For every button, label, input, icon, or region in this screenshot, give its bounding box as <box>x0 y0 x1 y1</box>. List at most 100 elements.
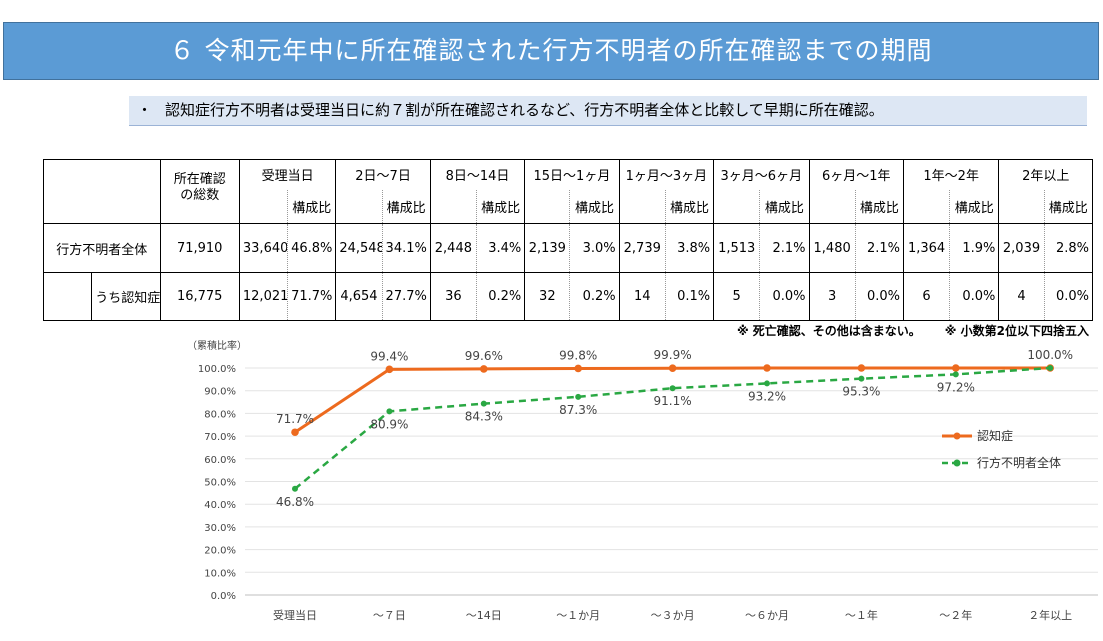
summary-bullet: ・ <box>137 101 153 119</box>
count-cell: 12,021 <box>238 272 288 321</box>
total-cell: 16,775 <box>159 272 240 321</box>
ratio-header: 構成比 <box>569 189 620 224</box>
data-point <box>291 428 299 437</box>
count-cell: 1,364 <box>902 223 950 273</box>
period-header: 1年～2年 <box>902 159 1000 190</box>
legend-marker <box>953 459 961 467</box>
y-tick-label: 30.0% <box>204 523 236 534</box>
ratio-cell: 3.4% <box>475 223 526 273</box>
count-cell: 4 <box>998 272 1045 321</box>
cumulative-line-chart: （累積比率） 0.0% 10.0% 20.0% 30.0% 40.0% 50.0% 60.0… <box>187 339 1098 622</box>
ratio-header: 構成比 <box>664 189 715 224</box>
y-tick-label: 10.0% <box>204 568 236 579</box>
data-label: 71.7% <box>276 412 314 426</box>
data-label: 87.3% <box>559 403 597 417</box>
data-label: 95.3% <box>842 385 880 399</box>
count-cell: 33,640 <box>238 223 288 273</box>
data-label: 100.0% <box>1027 348 1073 362</box>
summary-text: 認知症行方不明者は受理当日に約７割が所在確認されるなど、行方不明者全体と比較して… <box>165 101 884 119</box>
x-tick-label: ～６か月 <box>745 609 789 622</box>
header-spacer <box>618 189 666 224</box>
ratio-cell: 27.7% <box>381 272 431 321</box>
x-tick-label: ～３か月 <box>651 609 695 622</box>
x-tick-label: ２年以上 <box>1028 608 1072 622</box>
data-label: 93.2% <box>748 389 786 403</box>
header-spacer <box>524 189 570 224</box>
data-point <box>763 364 771 372</box>
y-tick-label: 80.0% <box>204 409 236 420</box>
y-tick-label: 70.0% <box>204 432 236 443</box>
header-spacer <box>429 189 477 224</box>
count-cell: 2,448 <box>429 223 477 273</box>
count-cell: 36 <box>429 272 477 321</box>
ratio-cell: 2.8% <box>1043 223 1094 273</box>
period-header: 2年以上 <box>998 159 1093 190</box>
count-cell: 2,139 <box>524 223 570 273</box>
ratio-cell: 0.0% <box>949 272 1000 321</box>
period-header: 8日～14日 <box>429 159 526 190</box>
ratio-header: 構成比 <box>949 189 1000 224</box>
count-cell: 2,739 <box>618 223 666 273</box>
period-header: 6ヶ月～1年 <box>808 159 904 190</box>
ratio-cell: 0.2% <box>569 272 620 321</box>
y-tick-label: 90.0% <box>204 387 236 398</box>
ratio-cell: 34.1% <box>381 223 431 273</box>
data-point <box>668 364 677 373</box>
y-tick-label: 50.0% <box>204 478 236 489</box>
header-spacer <box>902 189 950 224</box>
y-tick-label: 40.0% <box>204 500 236 511</box>
ratio-cell: 0.0% <box>759 272 810 321</box>
page-title: ６ 令和元年中に所在確認された行方不明者の所在確認までの期間 <box>3 22 1099 80</box>
count-cell: 4,654 <box>335 272 383 321</box>
table-row-all: 行方不明者全体 71,910 33,640 46.8% 24,548 34.1% 2… <box>43 223 1094 273</box>
y-axis-ticks: 0.0% 10.0% 20.0% 30.0% 40.0% 50.0% 60.0% 70.0% 8… <box>198 364 236 602</box>
data-point <box>480 400 487 407</box>
count-cell: 6 <box>902 272 950 321</box>
period-header: 15日～1ヶ月 <box>524 159 620 190</box>
ratio-header: 構成比 <box>475 189 526 224</box>
period-header: 3ヶ月～6ヶ月 <box>713 159 810 190</box>
data-point <box>480 365 488 373</box>
data-label: 84.3% <box>465 410 503 424</box>
count-cell: 5 <box>713 272 760 321</box>
count-cell: 32 <box>524 272 570 321</box>
count-cell: 1,480 <box>808 223 856 273</box>
data-point <box>952 364 960 372</box>
data-label: 97.2% <box>937 380 975 394</box>
table-notes: ※ 死亡確認、その他は含まない。 ※ 小数第2位以下四捨五入 <box>713 322 1089 339</box>
data-label: 91.1% <box>654 394 692 408</box>
legend-marker <box>953 432 961 440</box>
data-point <box>858 375 865 382</box>
data-point <box>952 371 959 378</box>
data-table: 所在確認 の総数 受理当日 2日～7日 8日～14日 15日～1ヶ月 1ヶ月～3… <box>42 159 1094 321</box>
ratio-header: 構成比 <box>854 189 904 224</box>
y-tick-label: 0.0% <box>211 591 236 602</box>
x-axis-ticks: 受理当日 ～７日 ～14日 ～１か月 ～３か月 ～６か月 ～１年 ～２年 ２年以上 <box>273 608 1072 622</box>
ratio-cell: 3.0% <box>569 223 620 273</box>
ratio-cell: 2.1% <box>854 223 904 273</box>
x-tick-label: ～１か月 <box>556 609 600 622</box>
data-labels: 71.7% 99.4% 99.6% 99.8% 99.9% 100.0% 46.8% 80.9… <box>276 348 1073 509</box>
data-label: 80.9% <box>370 417 408 431</box>
total-cell: 71,910 <box>159 223 240 273</box>
ratio-cell: 1.9% <box>949 223 1000 273</box>
header-spacer <box>808 189 856 224</box>
ratio-cell: 0.1% <box>664 272 715 321</box>
ratio-cell: 3.8% <box>664 223 715 273</box>
data-label: 99.6% <box>465 349 503 363</box>
y-tick-label: 60.0% <box>204 455 236 466</box>
row-label: うち認知症 <box>91 272 161 321</box>
note-text: ※ 死亡確認、その他は含まない。 <box>736 324 921 338</box>
data-point <box>386 408 393 415</box>
period-header: 受理当日 <box>238 159 337 190</box>
period-header: 1ヶ月～3ヶ月 <box>618 159 715 190</box>
data-point <box>857 364 866 372</box>
data-label: 99.4% <box>370 349 408 363</box>
data-point <box>669 385 676 392</box>
count-cell: 3 <box>808 272 856 321</box>
row-label: 行方不明者全体 <box>43 223 161 273</box>
ratio-header: 構成比 <box>287 189 337 224</box>
data-point <box>1047 365 1054 371</box>
x-tick-label: ～１年 <box>845 608 878 622</box>
data-label: 99.9% <box>654 348 692 362</box>
